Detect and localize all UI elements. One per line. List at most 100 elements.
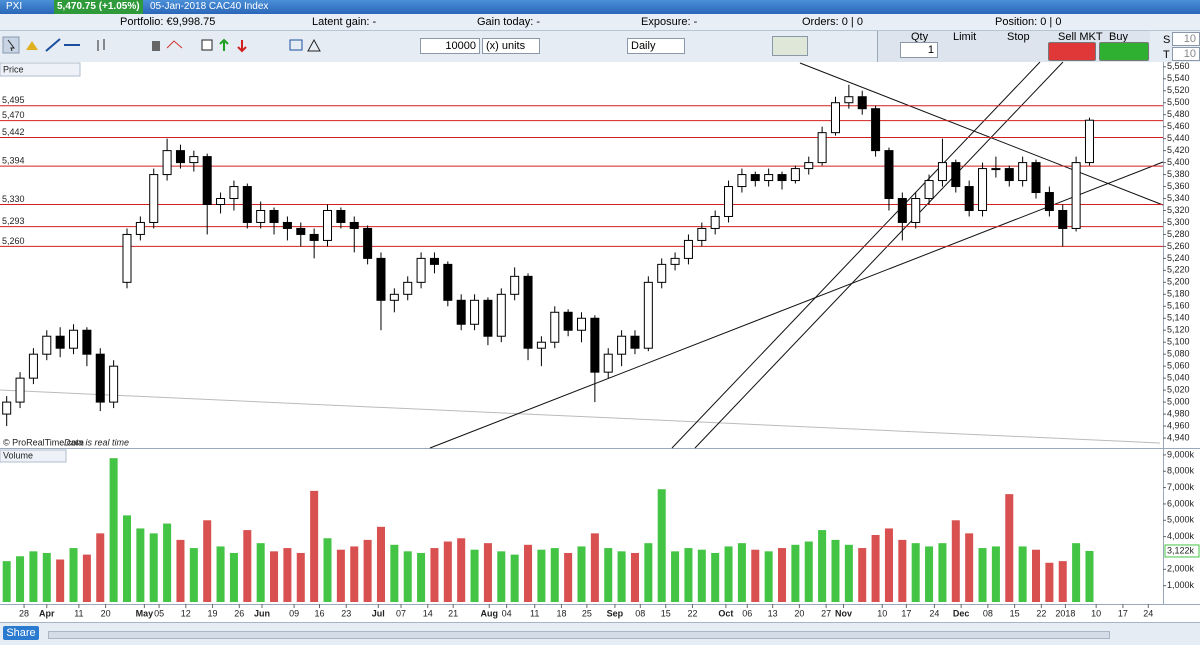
volume-bar (871, 534, 880, 602)
chart: Price Volume © ProRealTime.com Data is r… (0, 61, 1200, 619)
volume-bar (737, 543, 746, 602)
volume-bar (617, 551, 626, 602)
x-tick-label: 14 (423, 608, 433, 618)
volume-bar (657, 489, 666, 602)
limit-label: Limit (953, 31, 977, 43)
period-select[interactable]: Daily (627, 38, 685, 54)
volume-bar (243, 530, 252, 602)
y-tick-label: 5,200 (1167, 277, 1190, 287)
x-tick-label: 28 (19, 608, 29, 618)
volume-bar (336, 549, 345, 602)
level-label: 5,495 (2, 95, 25, 105)
y-tick-label: 5,480 (1167, 109, 1190, 119)
candle-body (924, 180, 934, 200)
candle-body (657, 263, 667, 283)
x-tick-label: Sep (607, 608, 624, 618)
share-button[interactable]: Share (3, 626, 39, 640)
candle-body (470, 299, 480, 325)
drawing-tools[interactable] (2, 36, 352, 56)
volume-bar (417, 552, 426, 602)
candle-body (603, 353, 613, 373)
x-tick-label: Apr (39, 608, 55, 618)
y-tick-label: 5,100 (1167, 337, 1190, 347)
qty-input[interactable]: 1 (900, 42, 938, 58)
instrument: 05-Jan-2018 CAC40 Index (150, 1, 269, 12)
x-tick-label: 10 (1091, 608, 1101, 618)
bottom-bar: Share (0, 622, 1200, 645)
volume-bar (96, 533, 105, 602)
candle-body (576, 317, 587, 331)
orders: Orders: 0 | 0 (802, 16, 863, 28)
y-tick-label: 5,520 (1167, 85, 1190, 95)
quantity-input[interactable]: 10000 (420, 38, 480, 54)
volume-bar (109, 458, 118, 602)
gain-today: Gain today: - (477, 16, 540, 28)
y-tick-label: 5,300 (1167, 217, 1190, 227)
copyright: © ProRealTime.com (3, 437, 84, 447)
x-tick-label: 16 (314, 608, 324, 618)
volume-bar (684, 548, 693, 602)
volume-bar (1085, 550, 1094, 602)
x-tick-label: 07 (396, 608, 406, 618)
ticker: PXI (6, 1, 23, 12)
candle-body (483, 299, 493, 337)
units-select[interactable]: (x) units (482, 38, 540, 54)
s-input[interactable]: 10 (1172, 32, 1200, 46)
candle-body (697, 227, 707, 241)
t-input[interactable]: 10 (1172, 47, 1200, 61)
x-tick-label: Oct (718, 608, 733, 618)
indicator-button[interactable] (772, 36, 808, 56)
volume-bar (550, 548, 559, 602)
x-tick-label: 25 (582, 608, 592, 618)
candle-body (617, 335, 627, 355)
volume-bar (229, 552, 238, 602)
x-tick-label: 08 (635, 608, 645, 618)
x-tick-label: 17 (1118, 608, 1128, 618)
volume-bar (1058, 561, 1067, 602)
x-tick-label: 22 (1036, 608, 1046, 618)
toolbar: 10000 (x) units Daily Qty 1 Limit Stop S… (0, 31, 1200, 63)
candle-body (15, 377, 25, 403)
candle-body (282, 221, 292, 229)
candle-body (710, 215, 720, 229)
volume-bar (925, 546, 934, 602)
volume-bar (390, 544, 399, 602)
trend-lines (0, 61, 1164, 449)
volume-bar (470, 549, 479, 602)
volume-bar (1018, 546, 1027, 602)
candle-body (830, 102, 840, 134)
x-tick-label: 17 (901, 608, 911, 618)
x-tick-label: 04 (502, 608, 512, 618)
y-tick-label: 5,260 (1167, 241, 1190, 251)
volume-bar (403, 551, 412, 602)
candle-body (951, 162, 961, 188)
volume-bar (2, 561, 11, 602)
volume-bar (951, 520, 960, 602)
candle-body (82, 329, 92, 355)
volume-bar (483, 543, 492, 602)
volume-bar (310, 490, 319, 602)
y-tick-label: 5,280 (1167, 229, 1190, 239)
y-tick-label: 5,540 (1167, 73, 1190, 83)
volume-bar (122, 515, 132, 602)
candle-body (162, 150, 172, 176)
volume-bar (323, 538, 332, 602)
x-tick-label: 19 (208, 608, 218, 618)
sell-label: Sell MKT (1058, 31, 1103, 43)
candle-body (550, 311, 560, 343)
candle-body (202, 156, 212, 206)
candle-body (991, 168, 1001, 171)
volume-bar (69, 548, 78, 602)
y-tick-label: 5,460 (1167, 121, 1190, 131)
y-tick-label: 5,240 (1167, 253, 1190, 263)
y-tick-label: 5,320 (1167, 205, 1190, 215)
candle-body (216, 198, 226, 206)
buy-button[interactable] (1099, 42, 1149, 61)
volume-bar (296, 552, 305, 602)
candle-body (630, 335, 640, 349)
candle-body (109, 365, 119, 403)
scrollbar[interactable] (48, 631, 1110, 639)
sell-button[interactable] (1048, 42, 1096, 61)
volume-bar (283, 548, 292, 602)
x-tick-label: May (136, 608, 154, 618)
